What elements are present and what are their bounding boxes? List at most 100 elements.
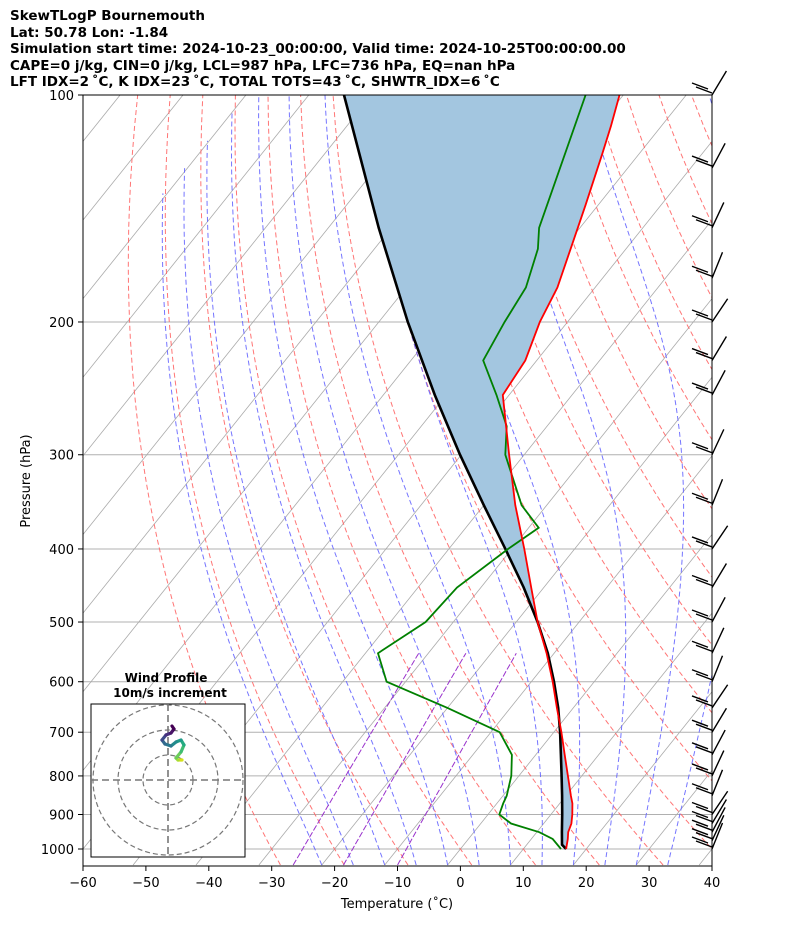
- temperature-line: [501, 95, 621, 850]
- wind-barb-flag: [691, 819, 709, 827]
- wind-barb-staff: [711, 627, 725, 654]
- wind-barb-flag: [695, 767, 713, 775]
- dewpoint-line: [376, 95, 587, 850]
- wind-barbs: [691, 70, 729, 850]
- wind-barb-staff: [711, 298, 729, 323]
- wind-barb-flag: [695, 159, 713, 167]
- wind-barb: [691, 769, 724, 797]
- wind-profile-inset: Wind Profile 10m/s increment: [90, 671, 246, 858]
- wind-barb-flag: [695, 746, 713, 754]
- wind-barb-flag: [691, 742, 709, 750]
- moist-adiabat: [230, 110, 417, 866]
- wind-barb-flag: [691, 836, 709, 844]
- wind-barb-flag: [695, 86, 713, 94]
- y-tick-label: 900: [49, 808, 74, 823]
- wind-barb: [691, 655, 724, 682]
- wind-barb-flag: [691, 382, 709, 390]
- dry-adiabat: [332, 95, 664, 866]
- moist-adiabat: [585, 95, 685, 866]
- wind-barb-flag: [695, 269, 713, 277]
- wind-barb-flag: [695, 446, 713, 454]
- wind-barb-staff: [711, 429, 725, 456]
- wind-barb-staff: [711, 525, 729, 550]
- y-tick-label: 600: [49, 676, 74, 691]
- dry-adiabat: [300, 95, 600, 866]
- wind-barb: [691, 70, 728, 96]
- wind-barb-flag: [691, 492, 709, 500]
- wind-barb: [691, 729, 726, 756]
- isotherm-line: [83, 95, 435, 536]
- background-lines: [83, 95, 794, 866]
- x-tick-label: 30: [641, 876, 658, 891]
- wind-barb-flag: [691, 695, 709, 703]
- y-tick-label: 700: [49, 726, 74, 741]
- indices-line: LFT IDX=2 ˚C, K IDX=23 ˚C, TOTAL TOTS=43…: [10, 74, 500, 91]
- wind-barb-staff: [711, 70, 728, 96]
- wind-barb-flag: [695, 699, 713, 707]
- dry-adiabat: [625, 95, 712, 299]
- wind-barb: [691, 684, 729, 709]
- wind-barb-flag: [691, 801, 709, 810]
- wind-barb-flag: [691, 215, 709, 223]
- wind-barb: [691, 799, 728, 824]
- dry-adiabat: [724, 95, 794, 865]
- wind-barb: [691, 822, 724, 850]
- dry-adiabat: [691, 95, 712, 148]
- mixing-ratio-line: [397, 652, 517, 866]
- dry-adiabat: [234, 95, 473, 866]
- dry-adiabat: [757, 95, 794, 865]
- isotherm-line: [83, 95, 373, 457]
- wind-barb: [691, 336, 728, 361]
- x-tick-label: 40: [704, 876, 721, 891]
- wind-barb: [691, 627, 725, 654]
- wind-barb: [691, 707, 728, 733]
- dry-adiabat: [365, 95, 712, 850]
- wind-barb-flag: [695, 644, 713, 652]
- wind-barb-flag: [691, 155, 709, 163]
- x-tick-label: 0: [456, 876, 464, 891]
- wind-barb-staff: [711, 750, 725, 777]
- y-tick-label: 1000: [41, 843, 74, 858]
- wind-barb-staff: [711, 729, 726, 756]
- wind-barb: [691, 807, 726, 833]
- wind-barb-staff: [711, 807, 726, 833]
- wind-barb-flag: [695, 578, 713, 587]
- x-tick-label: 20: [578, 876, 595, 891]
- x-tick-label: −60: [69, 876, 96, 891]
- wind-barb-flag: [695, 823, 713, 831]
- wind-barb-flag: [691, 574, 709, 583]
- wind-barb-staff: [711, 479, 724, 506]
- wind-barb-flag: [695, 840, 713, 848]
- wind-barb: [691, 369, 726, 396]
- mixing-ratio-line: [292, 652, 420, 866]
- wind-barb: [691, 479, 724, 506]
- wind-barb-flag: [695, 313, 713, 321]
- dry-adiabat: [560, 95, 712, 441]
- x-axis: −60 −50 −40 −30 −20 −10 0 10 20 30 40: [69, 866, 720, 891]
- y-axis-label: Pressure (hPa): [19, 434, 34, 527]
- wind-barb-staff: [711, 822, 724, 850]
- dry-adiabat: [658, 95, 712, 225]
- wind-barb-flag: [691, 719, 709, 727]
- x-tick-label: −40: [195, 876, 222, 891]
- wind-barb: [691, 298, 729, 323]
- wind-barb-flag: [691, 347, 709, 356]
- wind-barb-staff: [711, 707, 728, 733]
- isotherm-line: [698, 848, 712, 866]
- y-tick-label: 500: [49, 616, 74, 631]
- wind-barb-staff: [711, 799, 728, 824]
- wind-barb: [691, 750, 725, 777]
- isotherm-line: [321, 376, 712, 866]
- cape-fill: [344, 95, 620, 849]
- isotherm-line: [83, 95, 310, 378]
- wind-barb: [691, 525, 729, 550]
- chart-header: SkewTLogP Bournemouth Lat: 50.78 Lon: -1…: [10, 8, 626, 91]
- wind-barb-staff: [711, 369, 726, 396]
- dry-adiabat: [397, 95, 712, 782]
- wind-barb-flag: [695, 673, 713, 681]
- wind-barb-flag: [691, 536, 709, 544]
- dry-adiabat: [528, 95, 712, 510]
- wind-barb-flag: [691, 828, 709, 836]
- wind-barb-flag: [695, 496, 713, 504]
